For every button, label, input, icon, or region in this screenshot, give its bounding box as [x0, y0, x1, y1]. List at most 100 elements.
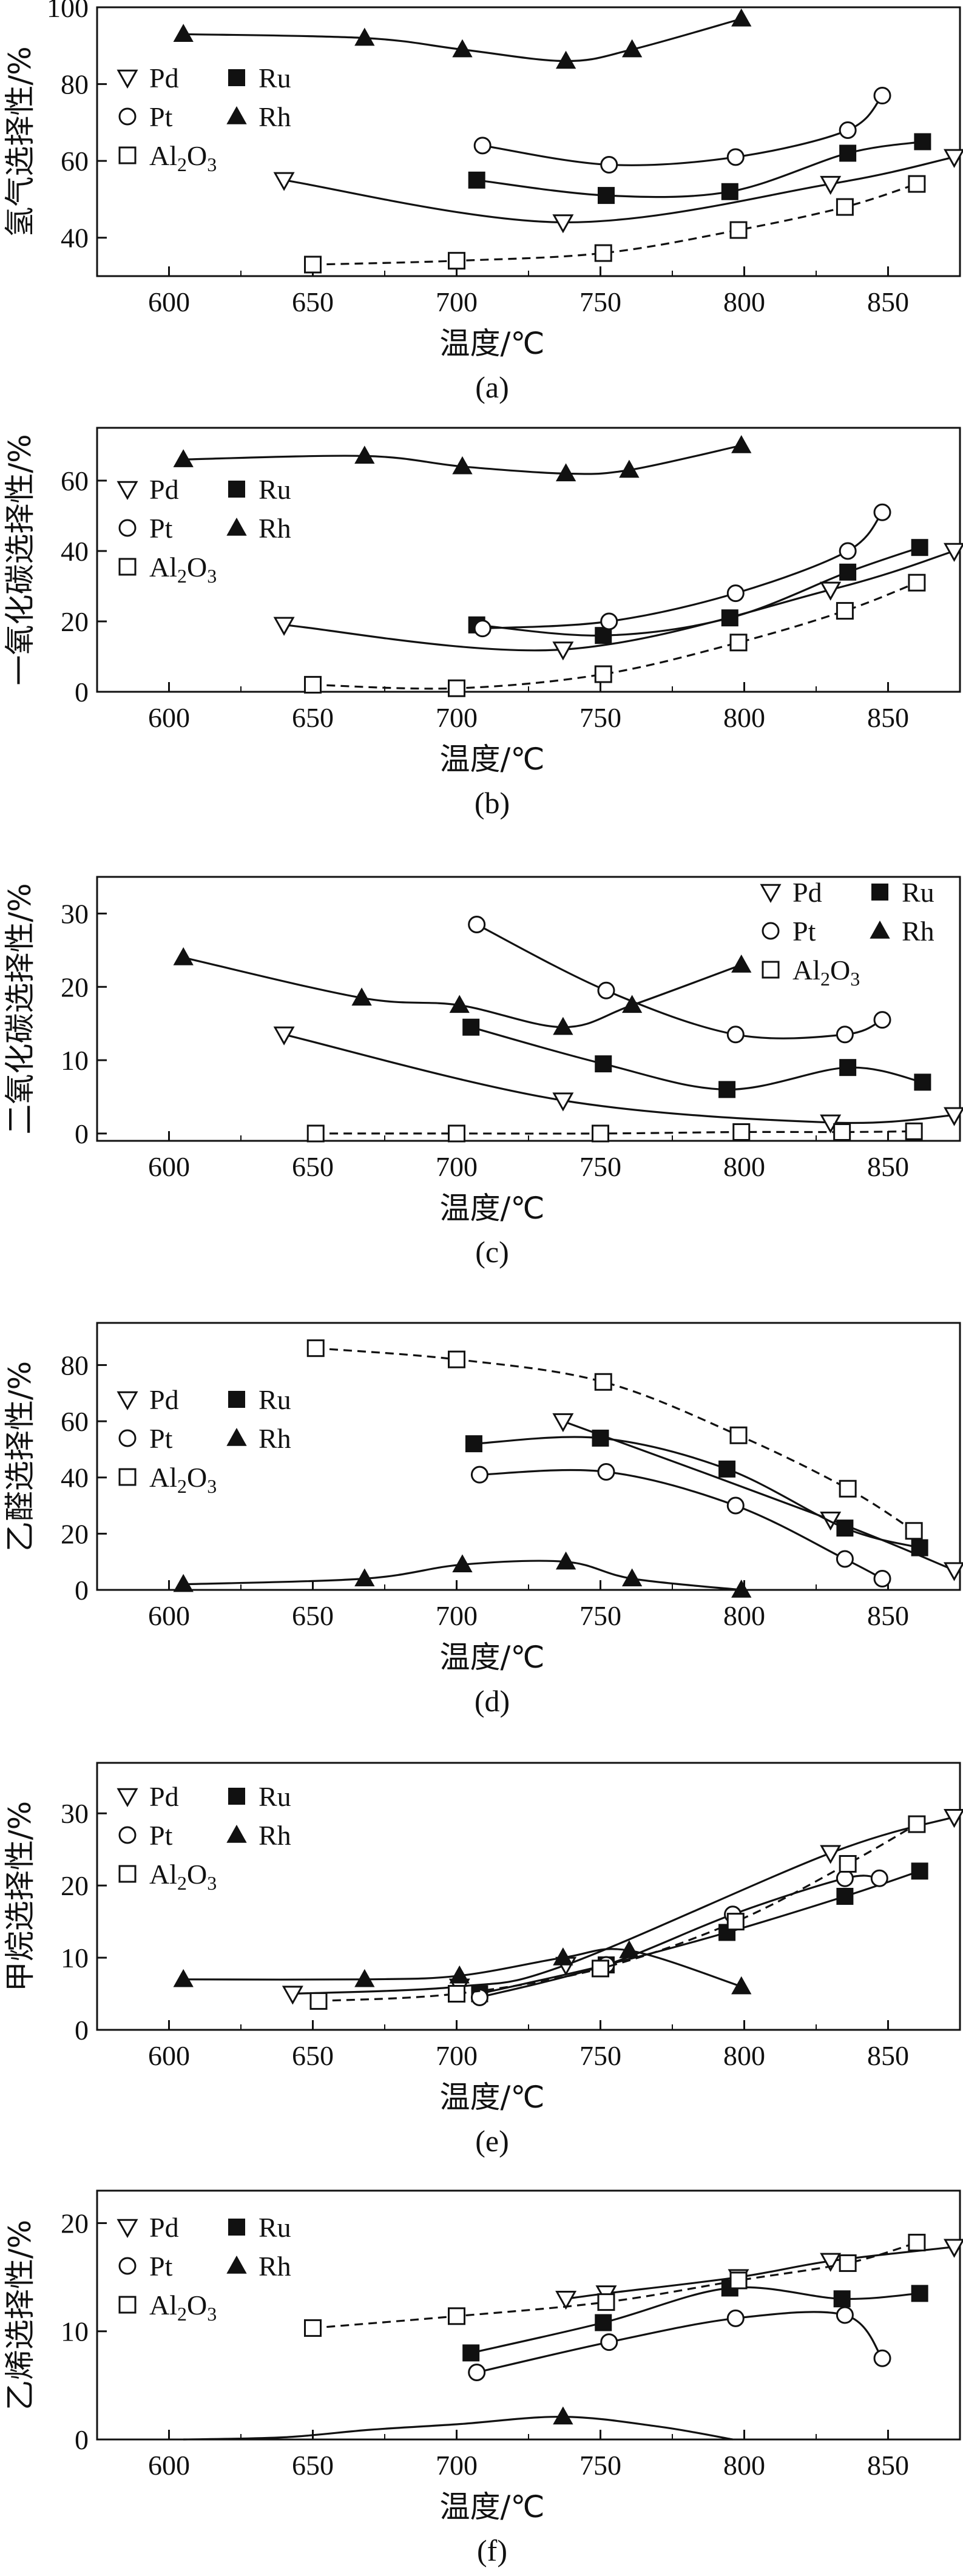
x-tick-label: 650	[292, 2040, 334, 2071]
data-point-al2o3	[448, 1124, 465, 1143]
legend-label-ru: Ru	[258, 1781, 291, 1812]
series-ru	[471, 1862, 928, 2003]
y-tick-label: 10	[61, 1942, 89, 1973]
series-al2o3	[304, 573, 926, 697]
series-line-al2o3	[316, 1130, 914, 1135]
series-pt	[473, 503, 891, 638]
data-point-pt	[836, 1026, 854, 1044]
legend-text-part: O	[187, 1462, 207, 1493]
series-line-ru	[476, 546, 921, 637]
series-pd	[555, 2239, 963, 2310]
data-point-pd	[820, 175, 842, 195]
x-tick-label: 850	[867, 1151, 909, 1182]
series-pd	[552, 1413, 963, 1581]
x-tick-label: 700	[436, 2450, 478, 2481]
data-point-pt	[873, 2349, 891, 2367]
x-tick-label: 700	[436, 1151, 478, 1182]
data-point-al2o3	[448, 252, 465, 270]
series-pt	[470, 1869, 888, 2006]
data-point-pd	[944, 1562, 963, 1581]
data-point-pt	[839, 542, 857, 560]
data-point-pt	[726, 1496, 745, 1515]
legend-label-rh: Rh	[258, 1423, 291, 1454]
legend-label-pd: Pd	[149, 2212, 179, 2243]
x-tick-label: 600	[148, 1600, 190, 1631]
series-line-rh	[183, 18, 742, 63]
x-tick-label: 750	[579, 2450, 621, 2481]
legend-marker-ru	[228, 481, 245, 498]
data-point-ru	[468, 171, 485, 189]
data-point-rh	[354, 1568, 375, 1587]
legend-label-ru: Ru	[258, 474, 291, 505]
y-tick-label: 40	[61, 223, 89, 254]
legend-label-pt: Pt	[149, 101, 173, 132]
data-point-al2o3	[908, 573, 926, 592]
x-tick-label: 850	[867, 702, 909, 733]
legend-text-part: O	[187, 2290, 207, 2321]
data-point-rh	[621, 1568, 643, 1587]
legend-label-pd: Pd	[149, 1781, 179, 1812]
data-point-rh	[555, 50, 576, 69]
data-point-al2o3	[729, 2271, 748, 2290]
x-tick-label: 650	[292, 286, 334, 317]
data-point-pt	[726, 1026, 745, 1044]
panel-label: (c)	[475, 1235, 509, 1269]
legend: Pd Ru Pt Rh Al2O3	[117, 2212, 291, 2325]
x-tick-label: 850	[867, 2450, 909, 2481]
chart-panel-c: 600 650 700 750 800 850 0 10 20 30 温度/℃ (c) 二氧化碳选择性/…	[2, 876, 963, 1269]
legend-label-pd: Pd	[149, 63, 179, 93]
series-ru	[462, 2279, 928, 2362]
data-point-ru	[833, 2290, 851, 2308]
legend-marker-pd	[117, 481, 138, 501]
series-line-al2o3	[316, 1347, 915, 1532]
data-point-pt	[873, 1569, 891, 1587]
y-tick-label: 20	[61, 972, 89, 1002]
legend-marker-pt	[118, 519, 137, 537]
series-pd	[282, 1808, 963, 2005]
data-point-al2o3	[839, 1479, 857, 1498]
data-point-pt	[836, 2306, 854, 2324]
x-tick-label: 600	[148, 1151, 190, 1182]
legend-marker-ru	[228, 2219, 245, 2236]
y-tick-label: 80	[61, 69, 89, 100]
data-point-pd	[552, 1092, 574, 1112]
data-point-rh	[173, 1969, 194, 1987]
legend-label-pt: Pt	[149, 1820, 173, 1851]
data-point-al2o3	[908, 2234, 926, 2252]
series-line-rh	[183, 444, 742, 475]
legend-marker-ru	[228, 1391, 245, 1408]
x-tick-label: 700	[436, 2040, 478, 2071]
legend-marker-pd	[117, 2219, 138, 2239]
legend-subscript: 2	[177, 565, 187, 587]
data-point-pt	[468, 2363, 486, 2381]
data-point-al2o3	[729, 221, 748, 239]
data-point-rh	[173, 449, 194, 467]
y-tick-label: 20	[61, 606, 89, 637]
x-tick-label: 800	[723, 1151, 765, 1182]
x-tick-label: 650	[292, 1600, 334, 1631]
legend-subscript: 2	[177, 2303, 187, 2325]
data-point-pt	[870, 1869, 888, 1887]
data-point-ru	[462, 1018, 480, 1036]
legend-text-part: O	[187, 140, 207, 171]
data-point-al2o3	[448, 1350, 465, 1368]
series-pd	[273, 543, 963, 661]
legend-marker-pt	[118, 1429, 137, 1447]
series-rh	[173, 8, 752, 69]
legend-marker-pd	[117, 1788, 138, 1808]
data-point-pt	[836, 1869, 854, 1887]
data-point-pt	[873, 503, 891, 521]
y-tick-label: 20	[61, 1518, 89, 1549]
series-line-al2o3	[313, 581, 917, 690]
x-tick-label: 800	[723, 702, 765, 733]
data-point-al2o3	[592, 1959, 609, 1978]
legend-label-rh: Rh	[902, 916, 934, 947]
series-line-pd	[283, 550, 955, 652]
y-tick-label: 60	[61, 465, 89, 496]
series-al2o3	[306, 1339, 923, 1540]
legend-marker-rh	[870, 921, 890, 939]
x-tick-label: 700	[436, 286, 478, 317]
x-axis-title: 温度/℃	[440, 2489, 545, 2524]
data-point-rh	[553, 1947, 573, 1966]
x-tick-label: 600	[148, 286, 190, 317]
